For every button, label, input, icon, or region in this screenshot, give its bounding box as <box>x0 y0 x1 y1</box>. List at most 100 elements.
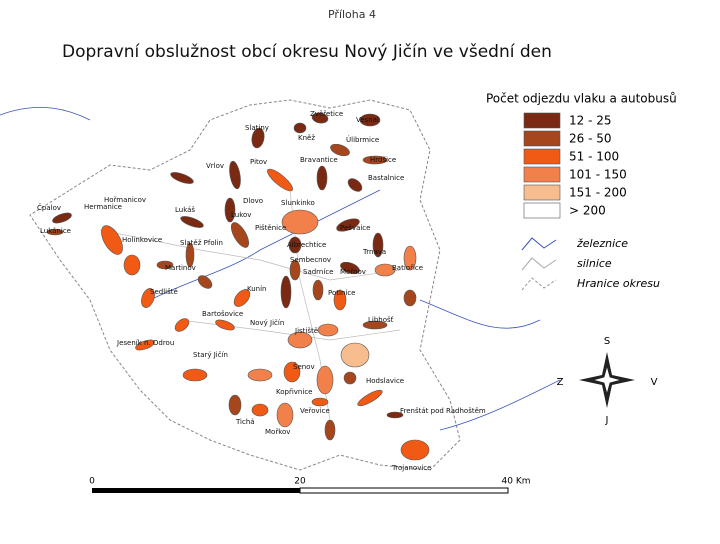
place-label: Šenov <box>293 362 315 371</box>
municipality <box>324 419 336 441</box>
map-title: Dopravní obslužnost obcí okresu Nový Jič… <box>62 42 552 62</box>
place-label: Libhošť <box>368 315 394 324</box>
municipality <box>400 439 430 461</box>
place-label: Jeseník n. Odrou <box>116 339 174 347</box>
place-label: Kněž <box>298 134 315 142</box>
legend-class-label: 12 - 25 <box>569 114 612 128</box>
municipality <box>280 275 292 309</box>
municipality <box>403 245 417 271</box>
place-label: Hořmanicov <box>104 196 146 204</box>
municipality <box>374 263 396 277</box>
municipality <box>229 160 241 190</box>
legend-class-label: 101 - 150 <box>569 168 627 182</box>
scale-label: 40 Km <box>502 477 531 487</box>
place-label: Hermanice <box>84 203 122 211</box>
place-label: Pištěnice <box>255 224 286 232</box>
place-label: Slatiny <box>245 124 269 132</box>
place-label: Starý Jičín <box>193 351 228 359</box>
legend-class-label: 151 - 200 <box>569 186 627 200</box>
place-label: Lukáš <box>175 206 195 214</box>
compass-north: S <box>604 336 610 347</box>
municipality <box>135 339 155 351</box>
legend-swatch <box>523 148 561 165</box>
place-label: Mořnov <box>340 268 366 276</box>
district-border <box>29 99 461 471</box>
place-label: Čpalov <box>37 203 61 212</box>
municipality <box>343 371 357 385</box>
place-label: Pitov <box>250 158 267 166</box>
municipality <box>215 319 235 331</box>
legend-class-label: 26 - 50 <box>569 132 612 146</box>
place-label: Sembecnov <box>290 256 331 264</box>
municipality <box>287 331 313 349</box>
municipality <box>362 155 388 165</box>
municipality <box>316 165 328 191</box>
place-label: Zvěřetice <box>310 110 343 118</box>
place-label: Mořkov <box>265 428 290 436</box>
compass <box>579 352 635 408</box>
municipality <box>347 178 363 192</box>
legend-swatch <box>523 184 561 201</box>
municipality <box>123 254 141 276</box>
municipality <box>156 260 174 270</box>
municipality <box>386 411 404 419</box>
place-label: Sedliště <box>150 288 178 296</box>
legend-line-symbol <box>521 257 557 271</box>
legend-class-label: > 200 <box>569 204 606 218</box>
municipality <box>251 127 265 149</box>
municipality <box>340 342 370 368</box>
municipality <box>372 232 384 258</box>
place-label: Hodslavice <box>366 377 404 385</box>
legend-line-label: železnice <box>576 237 628 250</box>
place-label: Holinkovice <box>122 236 162 244</box>
place-label: Lukánice <box>40 227 71 235</box>
municipality <box>174 318 190 332</box>
place-label: Potlnice <box>328 289 355 297</box>
compass-south: J <box>605 415 609 426</box>
municipality <box>312 279 324 301</box>
municipality <box>336 218 360 232</box>
place-label: Trnava <box>362 248 386 256</box>
municipality <box>224 197 236 223</box>
place-label: Vrlov <box>206 162 224 170</box>
municipality <box>101 225 123 255</box>
municipality <box>52 212 72 224</box>
header: Příloha 4 <box>328 8 376 21</box>
municipality <box>289 259 301 281</box>
municipality <box>293 122 307 134</box>
municipality <box>317 323 339 337</box>
place-label: Vesnal <box>356 116 379 124</box>
place-label: Kunín <box>247 285 267 293</box>
place-label: Bastalnice <box>368 174 404 182</box>
place-label: Úlibrmice <box>346 135 379 144</box>
compass-east: V <box>651 377 658 388</box>
legend-swatch <box>523 202 561 219</box>
place-label: Pešvaice <box>340 224 370 232</box>
municipality <box>170 172 194 184</box>
municipality <box>311 397 329 407</box>
place-label: Lukov <box>231 211 251 219</box>
legend-line-label: Hranice okresu <box>577 277 660 290</box>
scale-label: 20 <box>294 477 306 487</box>
municipality <box>276 402 294 428</box>
municipality <box>46 228 64 236</box>
municipality <box>288 236 302 254</box>
place-label: Slatěž Pfolin <box>180 239 223 247</box>
scale-bar-segment <box>299 487 509 494</box>
municipality <box>228 394 242 416</box>
municipality <box>185 242 195 268</box>
municipality <box>283 361 301 383</box>
municipality <box>281 209 319 235</box>
scale-label: 0 <box>89 477 95 487</box>
municipality <box>230 222 250 248</box>
municipality <box>316 365 334 395</box>
place-label: Martinov <box>165 264 196 272</box>
place-label: Tichá <box>235 418 255 426</box>
place-label: Dlovo <box>243 197 263 205</box>
municipality <box>357 389 383 407</box>
legend-title: Počet odjezdu vlaku a autobusů <box>486 92 677 106</box>
legend-swatch <box>523 166 561 183</box>
municipality <box>359 113 381 127</box>
municipality <box>267 168 293 192</box>
